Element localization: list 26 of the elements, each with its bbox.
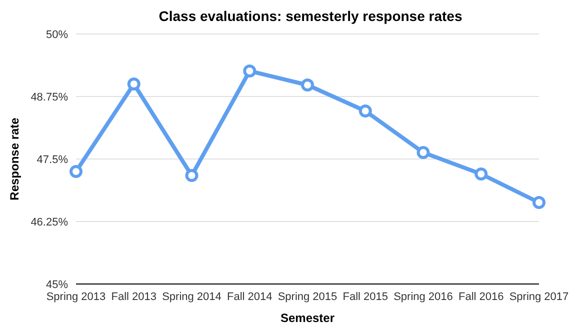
- x-tick-label: Fall 2013: [111, 290, 157, 303]
- y-tick-label: 50%: [46, 28, 68, 41]
- point: [301, 78, 314, 92]
- y-tick-label: 45%: [46, 278, 68, 291]
- point: [532, 196, 546, 209]
- y-tick-label: 47.5%: [36, 154, 68, 166]
- x-tick-label: Spring 2016: [394, 290, 453, 303]
- x-tick-label: Spring 2015: [278, 290, 338, 303]
- y-tick-label: 46.25%: [30, 216, 68, 228]
- x-tick-label: Fall 2016: [458, 290, 504, 303]
- x-tick-label: Spring 2013: [46, 290, 106, 303]
- x-tick-label: Fall 2015: [342, 290, 388, 303]
- y-tick-label: 48.75%: [30, 91, 68, 104]
- point: [243, 64, 256, 78]
- point: [358, 104, 372, 118]
- x-tick-label: Fall 2014: [226, 290, 272, 303]
- point: [185, 169, 198, 182]
- point: [474, 168, 488, 180]
- chart-title: Class evaluations: semesterly response rates: [158, 8, 464, 26]
- x-tick-label: Spring 2014: [162, 290, 222, 303]
- point: [70, 165, 82, 178]
- point: [416, 146, 430, 159]
- point: [127, 78, 140, 90]
- x-tick-label: Spring 2017: [509, 290, 569, 303]
- x-axis-title: Semester: [280, 311, 335, 325]
- y-axis-title: Response rate: [7, 117, 22, 200]
